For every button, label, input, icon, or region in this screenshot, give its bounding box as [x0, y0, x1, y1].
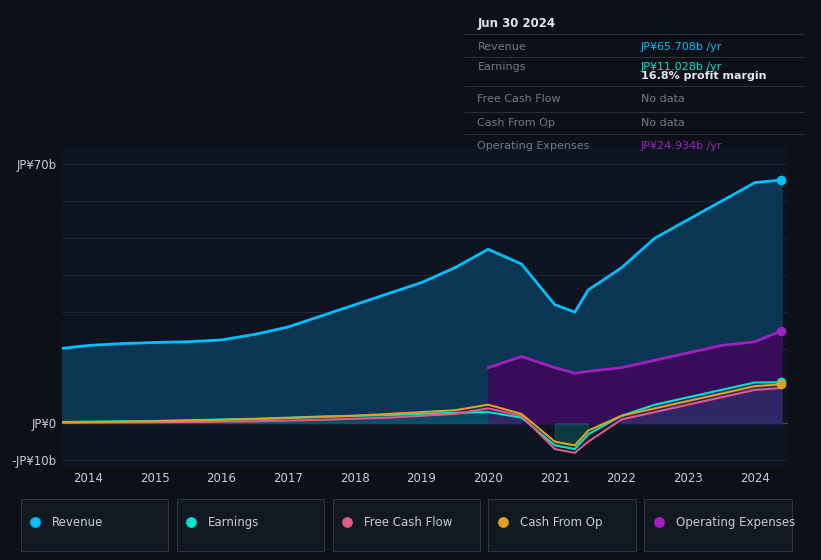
Text: Revenue: Revenue: [52, 516, 103, 529]
Point: [775, 326, 788, 335]
Text: 16.8% profit margin: 16.8% profit margin: [641, 71, 767, 81]
Point: [185, 517, 198, 526]
FancyBboxPatch shape: [177, 499, 324, 551]
Text: Cash From Op: Cash From Op: [478, 118, 555, 128]
Text: No data: No data: [641, 94, 685, 104]
Point: [341, 517, 354, 526]
Point: [775, 378, 788, 387]
Point: [775, 175, 788, 184]
Text: Cash From Op: Cash From Op: [520, 516, 602, 529]
FancyBboxPatch shape: [333, 499, 480, 551]
Point: [653, 517, 666, 526]
Text: JP¥65.708b /yr: JP¥65.708b /yr: [641, 41, 722, 52]
Text: Earnings: Earnings: [208, 516, 259, 529]
Text: No data: No data: [641, 118, 685, 128]
Text: Earnings: Earnings: [478, 62, 526, 72]
Text: Operating Expenses: Operating Expenses: [676, 516, 795, 529]
Text: JP¥11.028b /yr: JP¥11.028b /yr: [641, 62, 722, 72]
Text: Operating Expenses: Operating Expenses: [478, 141, 589, 151]
FancyBboxPatch shape: [21, 499, 168, 551]
Text: JP¥24.934b /yr: JP¥24.934b /yr: [641, 141, 722, 151]
Text: Revenue: Revenue: [478, 41, 526, 52]
Point: [775, 380, 788, 389]
Point: [497, 517, 510, 526]
Text: Free Cash Flow: Free Cash Flow: [364, 516, 452, 529]
FancyBboxPatch shape: [644, 499, 792, 551]
Text: Free Cash Flow: Free Cash Flow: [478, 94, 561, 104]
FancyBboxPatch shape: [488, 499, 636, 551]
Text: Jun 30 2024: Jun 30 2024: [478, 17, 556, 30]
Point: [29, 517, 42, 526]
